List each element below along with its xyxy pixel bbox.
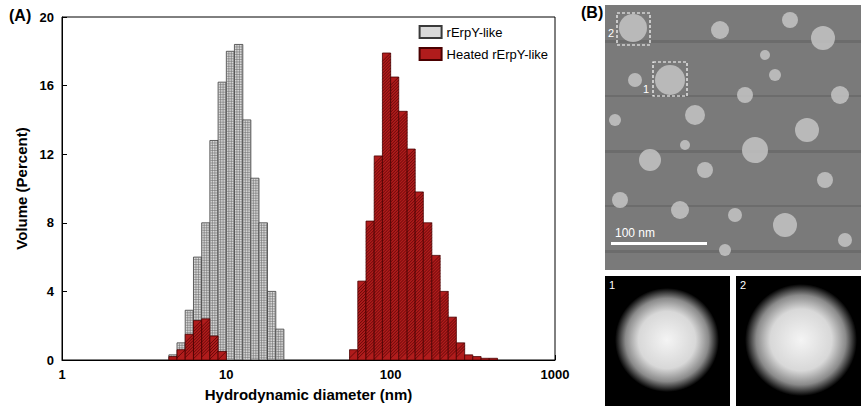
svg-text:1: 1 — [58, 367, 65, 382]
svg-text:(A): (A) — [9, 7, 31, 24]
svg-text:1: 1 — [609, 279, 615, 291]
svg-text:12: 12 — [40, 147, 54, 162]
svg-text:Heated rErpY-like: Heated rErpY-like — [447, 47, 548, 62]
svg-text:Hydrodynamic diameter (nm): Hydrodynamic diameter (nm) — [205, 386, 413, 403]
svg-text:2: 2 — [740, 279, 746, 291]
svg-text:20: 20 — [40, 10, 54, 25]
svg-text:1: 1 — [643, 83, 649, 95]
svg-text:Volume (Percent): Volume (Percent) — [13, 127, 30, 249]
svg-text:1000: 1000 — [541, 367, 570, 382]
svg-text:100: 100 — [380, 367, 402, 382]
svg-text:100 nm: 100 nm — [615, 226, 655, 240]
svg-text:10: 10 — [219, 367, 233, 382]
svg-text:16: 16 — [40, 78, 54, 93]
svg-text:(B): (B) — [581, 4, 603, 21]
svg-text:8: 8 — [47, 215, 54, 230]
svg-text:0: 0 — [47, 353, 54, 368]
svg-text:2: 2 — [608, 27, 614, 39]
svg-text:4: 4 — [47, 284, 55, 299]
svg-text:rErpY-like: rErpY-like — [447, 25, 503, 40]
